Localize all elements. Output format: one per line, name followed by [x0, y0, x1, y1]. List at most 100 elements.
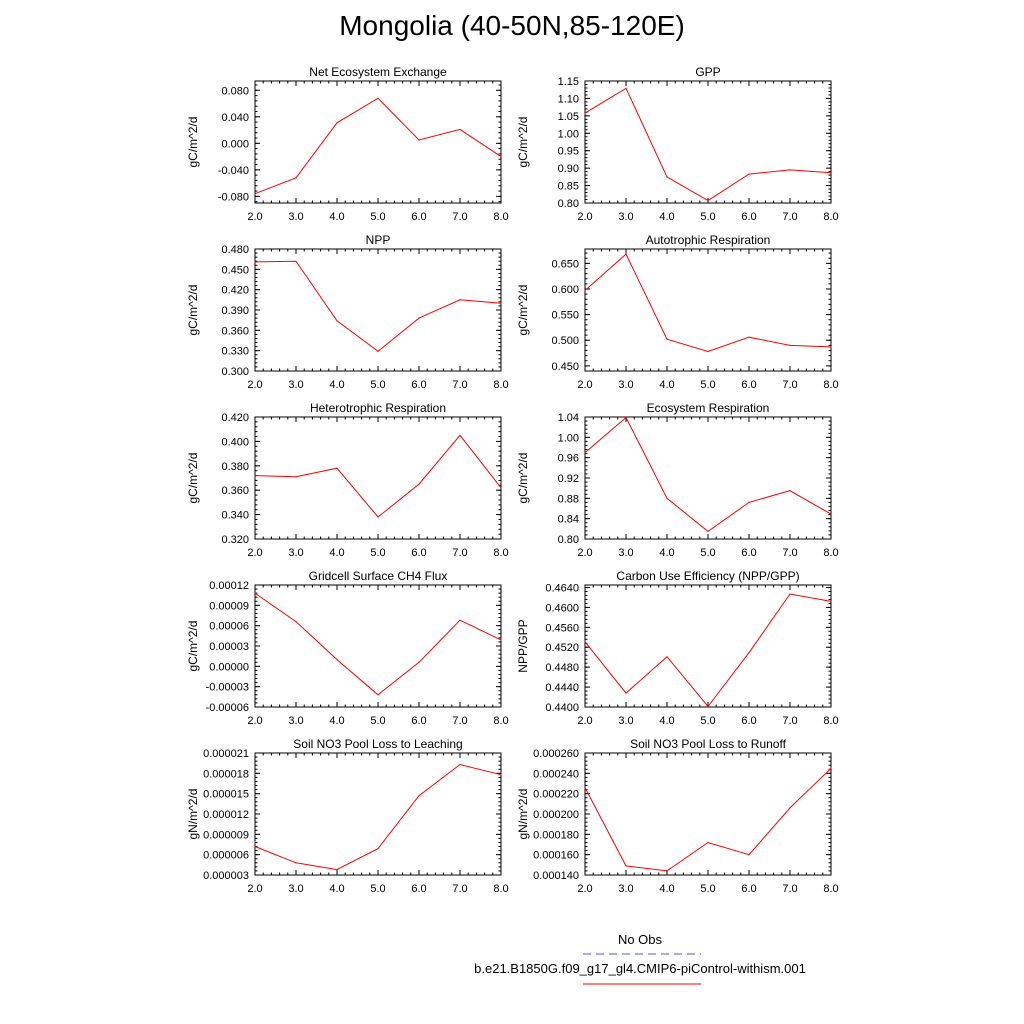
- x-tick-label: 7.0: [782, 211, 797, 223]
- x-tick-label: 7.0: [452, 379, 467, 391]
- data-point: [666, 497, 668, 499]
- y-tick-label: 0.000180: [533, 829, 579, 841]
- data-point: [336, 868, 338, 871]
- y-tick-label: 0.000: [221, 138, 249, 150]
- x-tick-label: 7.0: [782, 547, 797, 559]
- data-point: [418, 661, 420, 663]
- panel-title: Ecosystem Respiration: [647, 401, 770, 415]
- y-tick-label: 1.15: [558, 76, 579, 88]
- data-point: [377, 847, 379, 850]
- data-point: [707, 530, 709, 532]
- x-tick-label: 4.0: [329, 715, 344, 727]
- data-point: [584, 786, 586, 789]
- y-axis-label: gC/m^2/d: [186, 621, 200, 672]
- x-tick-label: 4.0: [329, 211, 344, 223]
- y-tick-label: -0.00003: [206, 682, 249, 694]
- y-tick-label: 0.4400: [545, 702, 579, 714]
- data-point: [748, 652, 750, 654]
- chart-panel: NPP gC/m^2/d 2.0 3.0 4.0 5.0 6.0 7.0 8.0 0.300 0.3…: [186, 233, 509, 391]
- data-point: [666, 176, 668, 178]
- x-tick-label: 2.0: [577, 883, 592, 895]
- chart-panel: Gridcell Surface CH4 Flux gC/m^2/d 2.0 3.0 4…: [186, 569, 509, 727]
- x-tick-label: 4.0: [659, 547, 674, 559]
- panel-title: Gridcell Surface CH4 Flux: [309, 569, 448, 583]
- data-point: [584, 451, 586, 454]
- page-title: Mongolia (40-50N,85-120E): [339, 10, 685, 41]
- plot-frame: [584, 80, 832, 204]
- data-point: [500, 302, 502, 304]
- panel-title: NPP: [366, 233, 391, 247]
- data-point: [707, 350, 709, 353]
- data-point: [418, 483, 420, 485]
- panel-title: Soil NO3 Pool Loss to Runoff: [630, 737, 787, 751]
- y-tick-label: 0.380: [221, 461, 249, 473]
- data-point: [830, 767, 832, 769]
- data-point: [789, 169, 791, 171]
- chart-panel: Carbon Use Efficiency (NPP/GPP) NPP/GPP 2.…: [516, 569, 839, 727]
- x-tick-label: 5.0: [370, 883, 385, 895]
- x-tick-label: 4.0: [329, 547, 344, 559]
- plot-frame: [584, 248, 832, 372]
- x-tick-label: 8.0: [823, 379, 838, 391]
- legend-obs-line: [583, 953, 701, 955]
- data-point: [500, 774, 502, 776]
- data-point: [500, 487, 502, 489]
- data-point: [748, 336, 750, 338]
- data-point: [254, 845, 256, 848]
- y-axis-label: gC/m^2/d: [186, 117, 200, 168]
- series-line: [584, 416, 832, 533]
- x-tick-label: 5.0: [370, 211, 385, 223]
- y-tick-label: 0.420: [221, 285, 249, 297]
- y-tick-label: 0.85: [558, 181, 579, 193]
- y-tick-label: 0.500: [551, 335, 579, 347]
- x-tick-label: 7.0: [452, 715, 467, 727]
- x-tick-label: 6.0: [741, 547, 756, 559]
- chart-panel: Soil NO3 Pool Loss to Leaching gN/m^2/d 2.…: [186, 737, 509, 895]
- x-tick-label: 5.0: [700, 379, 715, 391]
- data-point: [830, 513, 832, 515]
- x-tick-label: 2.0: [577, 379, 592, 391]
- y-tick-label: 0.4440: [545, 682, 579, 694]
- y-tick-label: -0.040: [218, 165, 249, 177]
- chart-panel: Soil NO3 Pool Loss to Runoff gN/m^2/d 2.0 3…: [516, 737, 839, 895]
- y-tick-label: 0.340: [221, 510, 249, 522]
- y-tick-label: 0.000012: [203, 809, 249, 821]
- data-point: [418, 317, 420, 319]
- y-tick-label: 0.84: [558, 514, 579, 526]
- data-point: [789, 807, 791, 809]
- x-tick-label: 3.0: [288, 883, 303, 895]
- y-axis-label: NPP/GPP: [516, 619, 530, 672]
- data-point: [418, 795, 420, 797]
- y-tick-label: 0.4560: [545, 622, 579, 634]
- legend-obs-label: No Obs: [617, 932, 663, 947]
- series-line: [584, 593, 832, 708]
- y-tick-label: 0.96: [558, 453, 579, 465]
- x-tick-label: 2.0: [247, 883, 262, 895]
- y-tick-label: 0.330: [221, 346, 249, 358]
- data-point: [459, 434, 461, 436]
- plot-frame: [254, 248, 502, 372]
- data-point: [707, 199, 709, 202]
- y-axis-label: gC/m^2/d: [186, 453, 200, 504]
- data-point: [336, 320, 338, 322]
- x-tick-label: 4.0: [329, 883, 344, 895]
- y-tick-label: 0.000021: [203, 748, 249, 760]
- y-tick-label: 0.360: [221, 485, 249, 497]
- data-point: [830, 172, 832, 174]
- y-tick-label: -0.00006: [206, 702, 249, 714]
- y-tick-label: 0.000003: [203, 870, 249, 882]
- y-tick-label: 0.000009: [203, 829, 249, 841]
- plot-frame: [254, 584, 502, 708]
- x-tick-label: 7.0: [452, 547, 467, 559]
- y-tick-label: 0.92: [558, 473, 579, 485]
- data-point: [789, 593, 791, 595]
- x-tick-label: 8.0: [823, 715, 838, 727]
- data-point: [748, 854, 750, 856]
- y-axis-label: gC/m^2/d: [516, 117, 530, 168]
- x-tick-label: 8.0: [493, 715, 508, 727]
- x-tick-label: 3.0: [618, 547, 633, 559]
- x-tick-label: 4.0: [659, 211, 674, 223]
- x-tick-label: 2.0: [577, 211, 592, 223]
- y-tick-label: 0.000240: [533, 768, 579, 780]
- data-point: [584, 641, 586, 643]
